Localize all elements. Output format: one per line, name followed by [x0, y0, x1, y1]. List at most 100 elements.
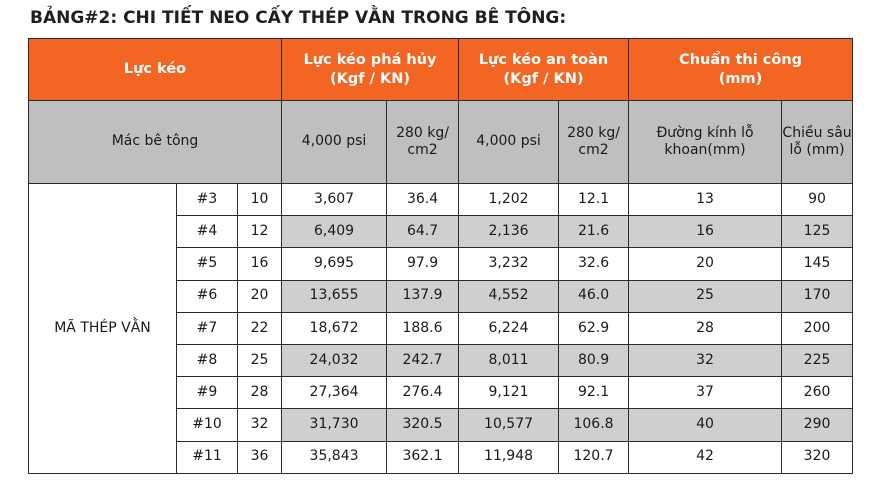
cell-steel-code: #5	[176, 247, 238, 281]
header-row-2: Mác bê tông 4,000 psi 280 kg/ cm2 4,000 …	[27, 100, 854, 184]
cell-pha-huy-kg: 137.9	[386, 279, 460, 313]
cell-an-toan-psi: 2,136	[458, 215, 560, 249]
cell-chieu-sau: 225	[781, 343, 854, 378]
cell-an-toan-kg: 106.8	[558, 408, 630, 442]
cell-bar-diameter: 22	[236, 311, 283, 345]
cell-an-toan-kg: 120.7	[558, 440, 630, 474]
table-row: #4 12 6,409 64.7 2,136 21.6 16 125	[29, 215, 854, 249]
header-psi-an-toan: 4,000 psi	[458, 100, 560, 184]
cell-duong-kinh: 16	[628, 215, 783, 249]
header-mac-be-tong: Mác bê tông	[27, 100, 283, 184]
cell-steel-code: #9	[176, 376, 238, 410]
cell-steel-code: #4	[176, 215, 238, 249]
cell-duong-kinh: 25	[628, 279, 783, 313]
header-chieu-sau-line2: lỗ (mm)	[789, 142, 845, 158]
cell-chieu-sau: 320	[781, 440, 854, 474]
cell-pha-huy-kg: 362.1	[386, 440, 460, 474]
cell-an-toan-psi: 9,121	[458, 376, 560, 410]
cell-chieu-sau: 125	[781, 215, 854, 249]
header-kg-pha-huy-line2: cm2	[407, 142, 438, 158]
header-kg-pha-huy-line1: 280 kg/	[396, 124, 449, 141]
table-row: #10 32 31,730 320.5 10,577 106.8 40 290	[29, 408, 854, 442]
cell-pha-huy-kg: 242.7	[386, 343, 460, 378]
table-row: #7 22 18,672 188.6 6,224 62.9 28 200	[29, 311, 854, 345]
cell-pha-huy-kg: 97.9	[386, 247, 460, 281]
cell-an-toan-psi: 4,552	[458, 279, 560, 313]
cell-an-toan-kg: 32.6	[558, 247, 630, 281]
cell-chieu-sau: 145	[781, 247, 854, 281]
cell-pha-huy-kg: 36.4	[386, 182, 460, 217]
header-chuan-thi-cong: Chuẩn thi công (mm)	[628, 38, 854, 101]
table-row: #11 36 35,843 362.1 11,948 120.7 42 320	[29, 440, 854, 474]
cell-bar-diameter: 28	[236, 376, 283, 410]
cell-pha-huy-psi: 13,655	[281, 279, 388, 313]
cell-steel-code: #10	[176, 408, 238, 442]
cell-steel-code: #3	[176, 182, 238, 217]
cell-duong-kinh: 28	[628, 311, 783, 345]
header-duong-kinh-line2: khoan(mm)	[664, 142, 746, 158]
cell-duong-kinh: 37	[628, 376, 783, 410]
cell-an-toan-psi: 3,232	[458, 247, 560, 281]
cell-an-toan-psi: 1,202	[458, 182, 560, 217]
cell-duong-kinh: 42	[628, 440, 783, 474]
header-kg-pha-huy: 280 kg/ cm2	[386, 100, 460, 184]
cell-pha-huy-psi: 3,607	[281, 182, 388, 217]
cell-an-toan-psi: 11,948	[458, 440, 560, 474]
header-chuan-thi-cong-line1: Chuẩn thi công	[679, 52, 803, 69]
cell-pha-huy-psi: 9,695	[281, 247, 388, 281]
page-title: BẢNG#2: CHI TIẾT NEO CẤY THÉP VẰN TRONG …	[30, 8, 567, 28]
cell-bar-diameter: 16	[236, 247, 283, 281]
cell-steel-code: #8	[176, 343, 238, 378]
cell-duong-kinh: 13	[628, 182, 783, 217]
header-duong-kinh: Đường kính lỗ khoan(mm)	[628, 100, 783, 184]
cell-bar-diameter: 25	[236, 343, 283, 378]
header-duong-kinh-line1: Đường kính lỗ	[656, 124, 754, 141]
cell-steel-code: #7	[176, 311, 238, 345]
cell-duong-kinh: 20	[628, 247, 783, 281]
header-luc-keo-pha-huy-line2: (Kgf / KN)	[330, 70, 410, 87]
row-label-ma-thep-van: MÃ THÉP VẰN	[28, 183, 177, 474]
header-luc-keo-an-toan: Lực kéo an toàn (Kgf / KN)	[458, 38, 630, 101]
table-row: #5 16 9,695 97.9 3,232 32.6 20 145	[29, 247, 854, 281]
cell-bar-diameter: 12	[236, 215, 283, 249]
cell-pha-huy-psi: 18,672	[281, 311, 388, 345]
table-row: #8 25 24,032 242.7 8,011 80.9 32 225	[29, 343, 854, 378]
header-psi-pha-huy-label: 4,000 psi	[301, 133, 367, 150]
cell-an-toan-kg: 80.9	[558, 343, 630, 378]
header-luc-keo: Lực kéo	[27, 38, 283, 101]
header-luc-keo-pha-huy-line1: Lực kéo phá hủy	[303, 52, 437, 69]
cell-an-toan-psi: 10,577	[458, 408, 560, 442]
cell-an-toan-kg: 46.0	[558, 279, 630, 313]
anchor-spec-table: Lực kéo Lực kéo phá hủy (Kgf / KN) Lực k…	[27, 38, 854, 474]
header-luc-keo-an-toan-line2: (Kgf / KN)	[503, 70, 584, 87]
cell-an-toan-psi: 8,011	[458, 343, 560, 378]
cell-an-toan-kg: 62.9	[558, 311, 630, 345]
cell-chieu-sau: 260	[781, 376, 854, 410]
header-luc-keo-label: Lực kéo	[123, 61, 187, 78]
header-mac-be-tong-label: Mác bê tông	[111, 133, 199, 150]
cell-bar-diameter: 36	[236, 440, 283, 474]
cell-chieu-sau: 200	[781, 311, 854, 345]
header-kg-an-toan-line1: 280 kg/	[567, 124, 620, 141]
cell-an-toan-psi: 6,224	[458, 311, 560, 345]
table-row: MÃ THÉP VẰN #3 10 3,607 36.4 1,202 12.1 13 90	[28, 182, 854, 474]
header-chuan-thi-cong-line2: (mm)	[718, 70, 763, 87]
header-kg-an-toan: 280 kg/ cm2	[558, 100, 630, 184]
header-chieu-sau-line1: Chiều sâu	[782, 124, 852, 141]
cell-bar-diameter: 10	[236, 182, 283, 217]
cell-bar-diameter: 32	[236, 408, 283, 442]
cell-pha-huy-psi: 35,843	[281, 440, 388, 474]
cell-duong-kinh: 40	[628, 408, 783, 442]
cell-pha-huy-kg: 320.5	[386, 408, 460, 442]
cell-duong-kinh: 32	[628, 343, 783, 378]
cell-pha-huy-kg: 276.4	[386, 376, 460, 410]
cell-chieu-sau: 90	[781, 182, 854, 217]
cell-pha-huy-psi: 31,730	[281, 408, 388, 442]
cell-bar-diameter: 20	[236, 279, 283, 313]
cell-pha-huy-psi: 24,032	[281, 343, 388, 378]
cell-steel-code: #6	[176, 279, 238, 313]
header-psi-an-toan-label: 4,000 psi	[476, 133, 541, 150]
header-luc-keo-an-toan-line1: Lực kéo an toàn	[478, 52, 609, 69]
header-row-1: Lực kéo Lực kéo phá hủy (Kgf / KN) Lực k…	[27, 38, 854, 101]
cell-pha-huy-kg: 188.6	[386, 311, 460, 345]
